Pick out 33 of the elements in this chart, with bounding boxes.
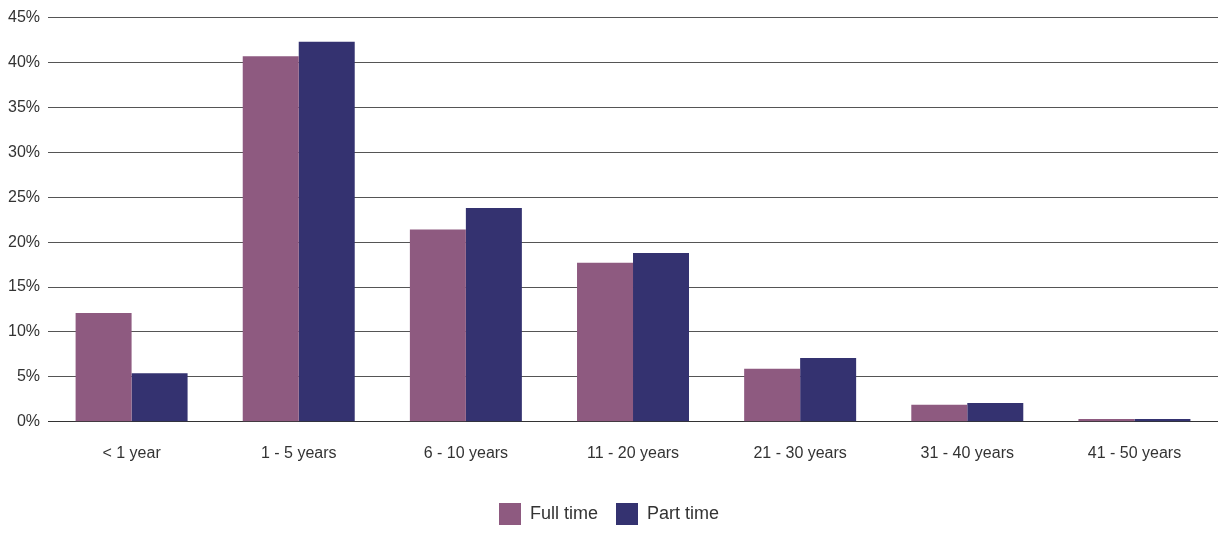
bar bbox=[744, 368, 801, 422]
legend-label: Part time bbox=[647, 502, 720, 523]
y-tick-label: 0% bbox=[16, 412, 41, 430]
x-tick-label: 31 - 40 years bbox=[920, 443, 1014, 461]
y-tick-label: 35% bbox=[7, 97, 41, 115]
x-tick-label: 11 - 20 years bbox=[586, 443, 680, 461]
bar bbox=[298, 41, 355, 422]
y-tick-label: 30% bbox=[7, 142, 41, 160]
bar bbox=[75, 313, 132, 422]
bar bbox=[911, 404, 968, 422]
x-tick-label: 41 - 50 years bbox=[1087, 443, 1182, 461]
bar bbox=[131, 373, 188, 422]
bar bbox=[800, 358, 857, 422]
x-tick-label: < 1 year bbox=[102, 443, 162, 461]
x-tick-label: 6 - 10 years bbox=[423, 443, 509, 461]
legend-label: Full time bbox=[529, 502, 598, 523]
y-tick-label: 25% bbox=[7, 187, 41, 205]
bar bbox=[1134, 419, 1191, 422]
bar bbox=[409, 229, 466, 422]
y-tick-label: 10% bbox=[7, 322, 41, 340]
bar bbox=[465, 208, 522, 422]
bar bbox=[967, 402, 1024, 422]
bar bbox=[577, 262, 634, 422]
x-tick-label: 1 - 5 years bbox=[260, 443, 337, 461]
bar bbox=[1078, 419, 1135, 422]
y-tick-label: 5% bbox=[16, 367, 41, 385]
y-tick-label: 15% bbox=[7, 277, 41, 295]
y-tick-label: 40% bbox=[7, 52, 41, 70]
x-tick-label: 21 - 30 years bbox=[753, 443, 847, 461]
bar bbox=[633, 252, 689, 422]
y-tick-label: 45% bbox=[7, 8, 41, 26]
bar bbox=[242, 56, 299, 422]
y-tick-label: 20% bbox=[7, 232, 41, 250]
